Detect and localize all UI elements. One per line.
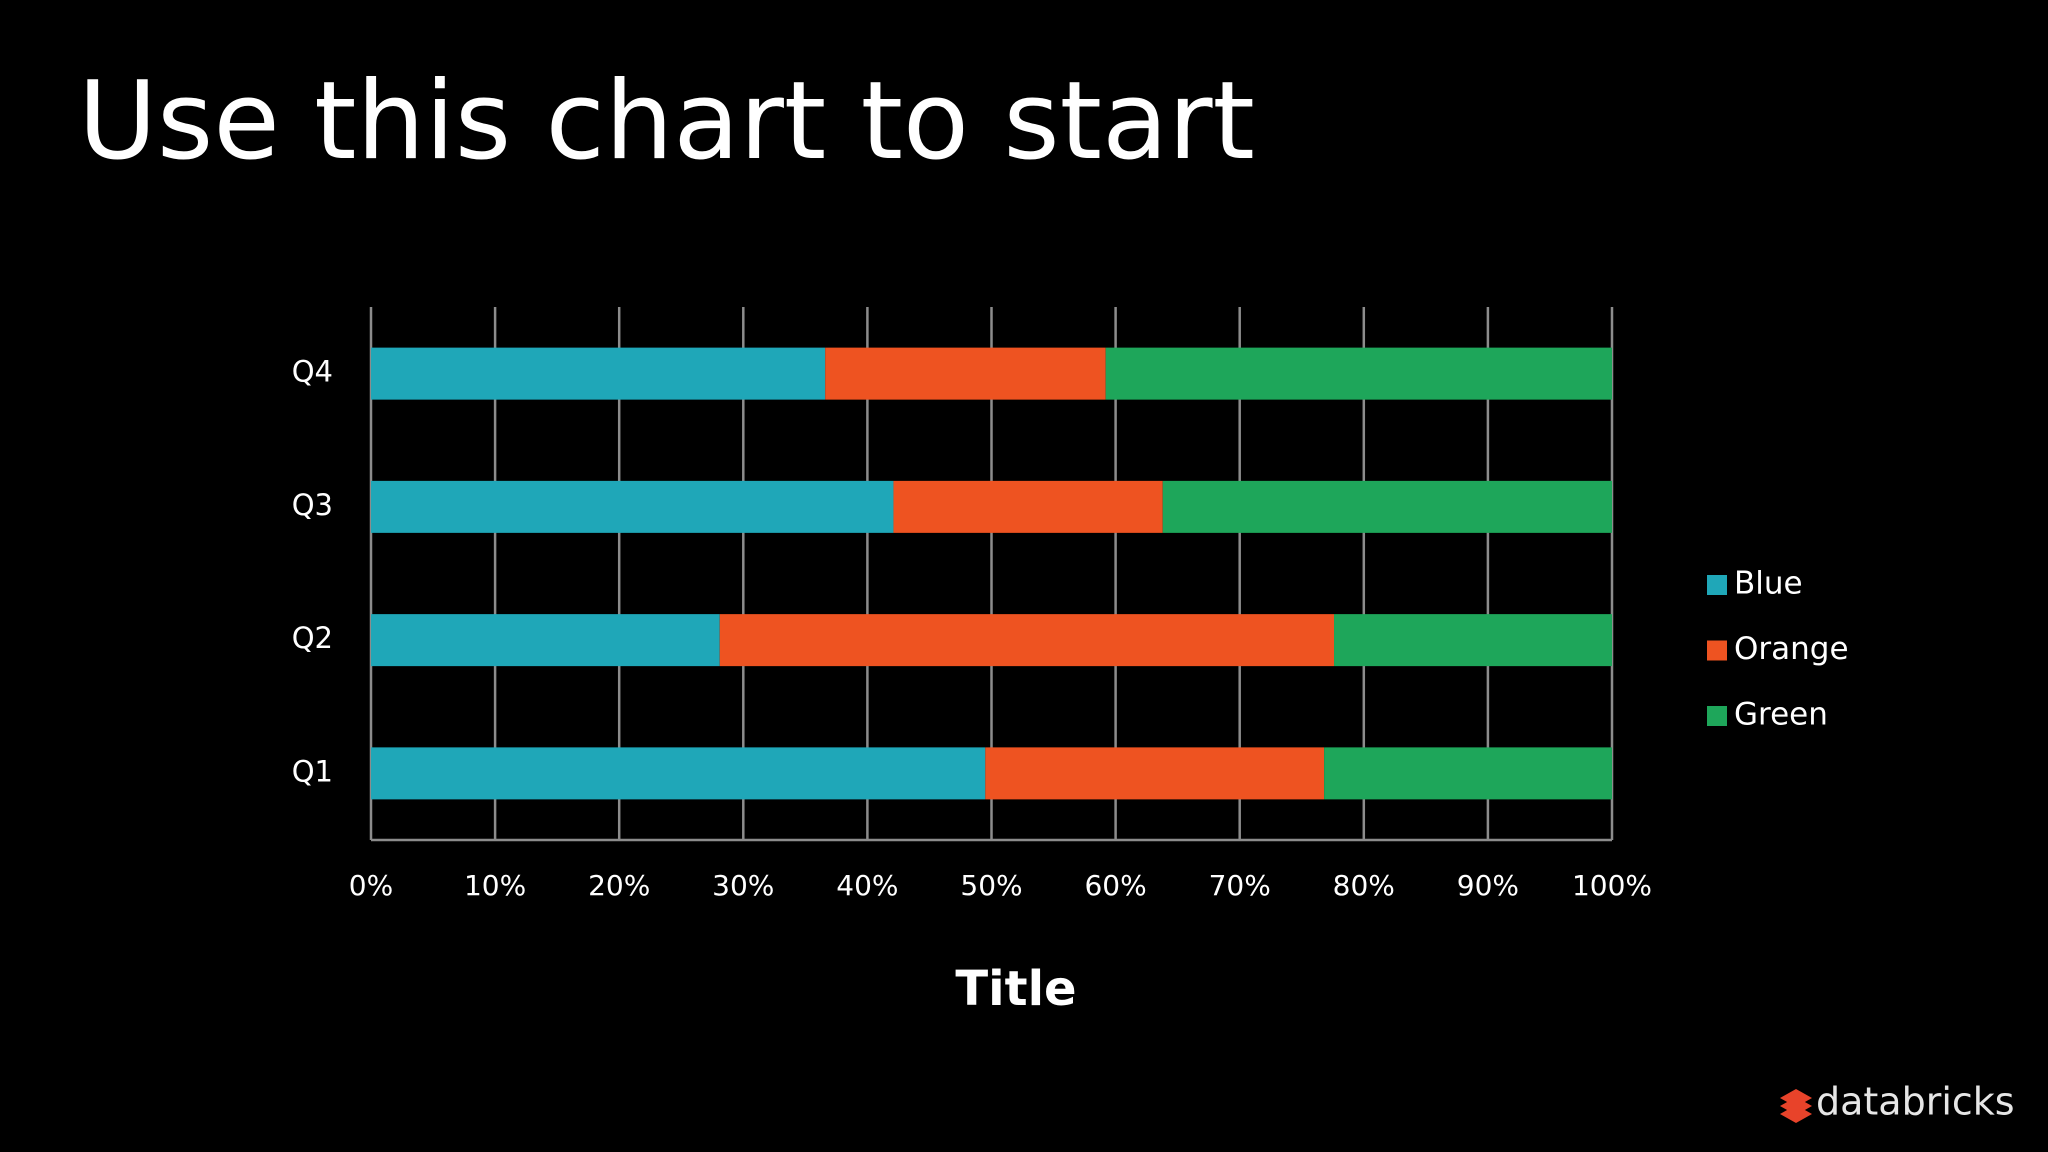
bar-segment bbox=[825, 347, 1106, 400]
bar-segment bbox=[371, 614, 720, 667]
x-tick-label: 50% bbox=[960, 869, 1022, 902]
x-tick-label: 70% bbox=[1209, 869, 1271, 902]
bar-segment bbox=[1334, 614, 1612, 667]
bar-segment bbox=[371, 747, 986, 800]
y-tick-label: Q1 bbox=[292, 754, 333, 788]
legend-swatch bbox=[1707, 706, 1727, 726]
legend-label: Green bbox=[1734, 697, 1828, 733]
legend-swatch bbox=[1707, 575, 1727, 595]
legend-label: Blue bbox=[1734, 566, 1803, 602]
logo-text: databricks bbox=[1816, 1080, 2015, 1124]
logo: databricks bbox=[1780, 1080, 2015, 1124]
y-tick-label: Q4 bbox=[292, 355, 333, 389]
bar-segment bbox=[371, 480, 894, 533]
x-tick-label: 60% bbox=[1084, 869, 1146, 902]
legend-swatch bbox=[1707, 640, 1727, 661]
legend-label: Orange bbox=[1734, 631, 1849, 667]
y-tick-label: Q2 bbox=[292, 621, 333, 655]
x-tick-label: 100% bbox=[1572, 869, 1652, 902]
x-tick-label: 20% bbox=[588, 869, 650, 902]
bar-segment bbox=[1324, 747, 1612, 800]
y-tick-label: Q3 bbox=[292, 488, 333, 522]
x-tick-label: 80% bbox=[1333, 869, 1395, 902]
bar-segment bbox=[1105, 347, 1612, 400]
bar-segment bbox=[371, 347, 826, 400]
logo-icon bbox=[1780, 1105, 1812, 1123]
bar-segment bbox=[719, 614, 1335, 667]
bar-segment bbox=[893, 480, 1163, 533]
x-tick-label: 0% bbox=[349, 869, 393, 902]
x-tick-label: 10% bbox=[464, 869, 526, 902]
x-tick-label: 40% bbox=[836, 869, 898, 902]
bar-segment bbox=[985, 747, 1325, 800]
axis-title: Title bbox=[955, 961, 1076, 1017]
x-tick-label: 90% bbox=[1457, 869, 1519, 902]
x-tick-label: 30% bbox=[712, 869, 774, 902]
slide-title: Use this chart to start bbox=[78, 59, 1255, 184]
bar-segment bbox=[1162, 480, 1612, 533]
